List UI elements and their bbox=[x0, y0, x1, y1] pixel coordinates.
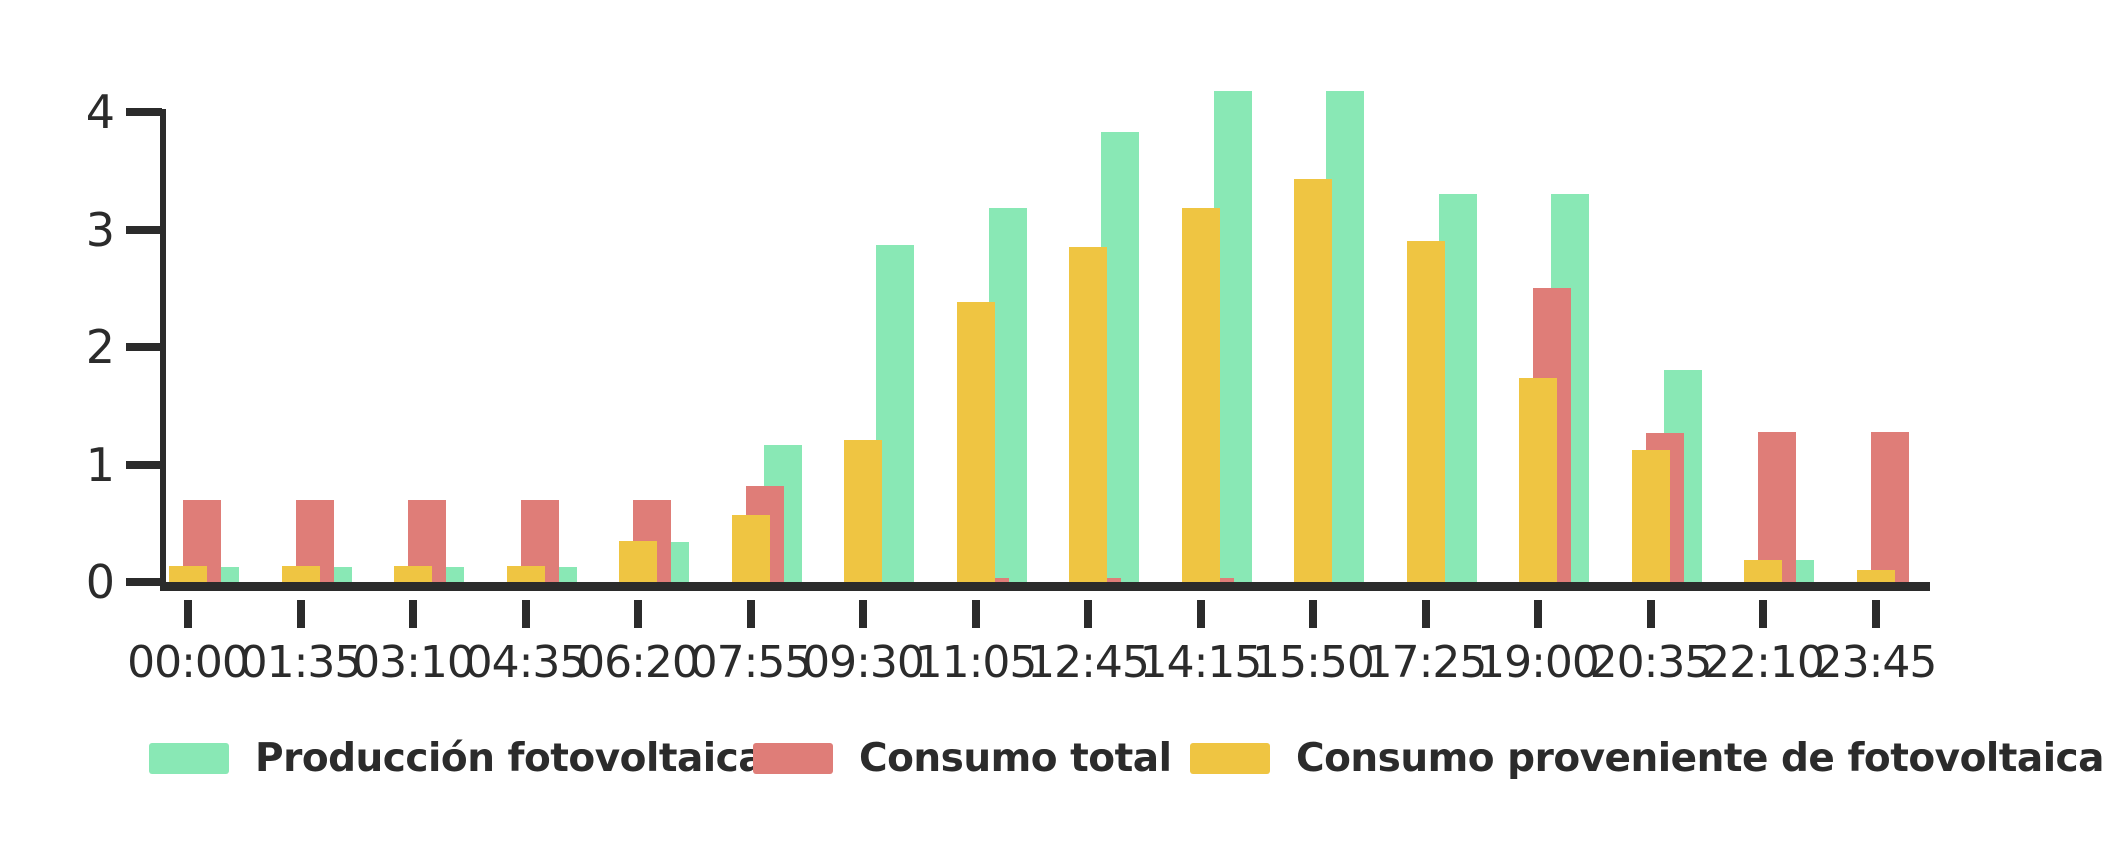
bar-consumo-fotovoltaica bbox=[619, 541, 657, 582]
y-tick-label: 4 bbox=[85, 85, 115, 139]
y-tick bbox=[126, 108, 162, 116]
x-tick-label: 23:45 bbox=[1814, 637, 1938, 688]
x-tick-label: 07:55 bbox=[689, 637, 813, 688]
y-tick-label: 2 bbox=[85, 320, 115, 374]
x-tick-label: 17:25 bbox=[1364, 637, 1488, 688]
bar-consumo-fotovoltaica bbox=[1856, 570, 1895, 582]
x-tick bbox=[746, 600, 755, 628]
y-axis-line bbox=[160, 109, 166, 591]
x-tick bbox=[521, 600, 530, 628]
x-tick-label: 20:35 bbox=[1589, 637, 1713, 688]
x-tick-label: 01:35 bbox=[239, 637, 363, 688]
y-tick bbox=[126, 578, 162, 586]
x-tick-label: 11:05 bbox=[914, 637, 1038, 688]
x-tick-label: 15:50 bbox=[1252, 637, 1375, 688]
y-tick bbox=[126, 343, 162, 351]
x-tick bbox=[1759, 600, 1767, 628]
x-axis-line bbox=[160, 582, 1930, 591]
bar-consumo-fotovoltaica bbox=[1069, 247, 1107, 582]
bar-consumo-fotovoltaica bbox=[731, 515, 770, 582]
bar-produccion bbox=[876, 245, 914, 582]
legend-item-consumo-proveniente: Consumo proveniente de fotovoltaica bbox=[1190, 728, 2105, 788]
bar-consumo-fotovoltaica bbox=[1744, 560, 1782, 582]
legend-swatch-red bbox=[753, 742, 833, 774]
legend-swatch-green bbox=[149, 742, 229, 774]
bar-consumo-fotovoltaica bbox=[1519, 378, 1557, 582]
x-tick bbox=[1534, 600, 1542, 628]
bar-consumo-fotovoltaica bbox=[844, 440, 882, 582]
y-tick bbox=[126, 225, 162, 234]
legend-item-consumo-total: Consumo total bbox=[753, 728, 1172, 788]
bar-consumo-total bbox=[1870, 432, 1909, 582]
bar-consumo-fotovoltaica bbox=[169, 566, 207, 582]
x-tick bbox=[184, 600, 192, 628]
x-tick-label: 22:10 bbox=[1702, 637, 1825, 688]
legend-label: Producción fotovoltaica bbox=[255, 735, 765, 781]
x-tick bbox=[1421, 600, 1430, 628]
bar-produccion bbox=[1213, 91, 1252, 582]
bar-consumo-fotovoltaica bbox=[506, 566, 545, 582]
bar-consumo-fotovoltaica bbox=[1181, 208, 1220, 582]
x-tick bbox=[296, 600, 305, 628]
legend-item-produccion-fotovoltaica: Producción fotovoltaica bbox=[149, 728, 765, 788]
chart-legend: Producción fotovoltaica Consumo total Co… bbox=[0, 728, 2107, 788]
x-tick-label: 12:45 bbox=[1027, 637, 1150, 688]
bar-consumo-fotovoltaica bbox=[1631, 450, 1670, 582]
x-tick-label: 19:00 bbox=[1477, 637, 1600, 688]
x-tick bbox=[1084, 600, 1092, 628]
legend-swatch-yellow bbox=[1190, 742, 1270, 774]
y-tick-label: 1 bbox=[85, 437, 115, 492]
bar-produccion bbox=[1101, 132, 1139, 582]
x-tick bbox=[409, 600, 417, 628]
bar-produccion bbox=[1326, 91, 1364, 582]
x-tick-label: 00:00 bbox=[127, 637, 250, 688]
x-tick-label: 03:10 bbox=[352, 637, 475, 688]
bar-consumo-fotovoltaica bbox=[1294, 179, 1332, 582]
x-tick bbox=[971, 600, 980, 628]
x-tick-label: 09:30 bbox=[802, 637, 925, 688]
y-tick-label: 0 bbox=[85, 555, 115, 609]
legend-label: Consumo total bbox=[859, 735, 1172, 781]
x-tick bbox=[859, 600, 867, 628]
x-tick bbox=[634, 600, 642, 628]
bar-consumo-fotovoltaica bbox=[281, 566, 320, 582]
bar-consumo-fotovoltaica bbox=[956, 302, 995, 582]
y-tick-label: 3 bbox=[85, 202, 115, 257]
bar-consumo-fotovoltaica bbox=[394, 566, 432, 582]
x-tick bbox=[1646, 600, 1655, 628]
x-tick-label: 04:35 bbox=[464, 637, 588, 688]
bar-produccion bbox=[1438, 194, 1477, 582]
x-tick bbox=[1871, 600, 1880, 628]
bar-produccion bbox=[988, 208, 1027, 582]
y-tick bbox=[126, 460, 162, 469]
x-tick bbox=[1196, 600, 1205, 628]
x-tick bbox=[1309, 600, 1317, 628]
legend-label: Consumo proveniente de fotovoltaica bbox=[1296, 735, 2105, 781]
x-tick-label: 14:15 bbox=[1139, 637, 1263, 688]
bar-consumo-fotovoltaica bbox=[1406, 241, 1445, 582]
bar-consumo-total bbox=[1758, 432, 1796, 582]
x-tick-label: 06:20 bbox=[577, 637, 700, 688]
